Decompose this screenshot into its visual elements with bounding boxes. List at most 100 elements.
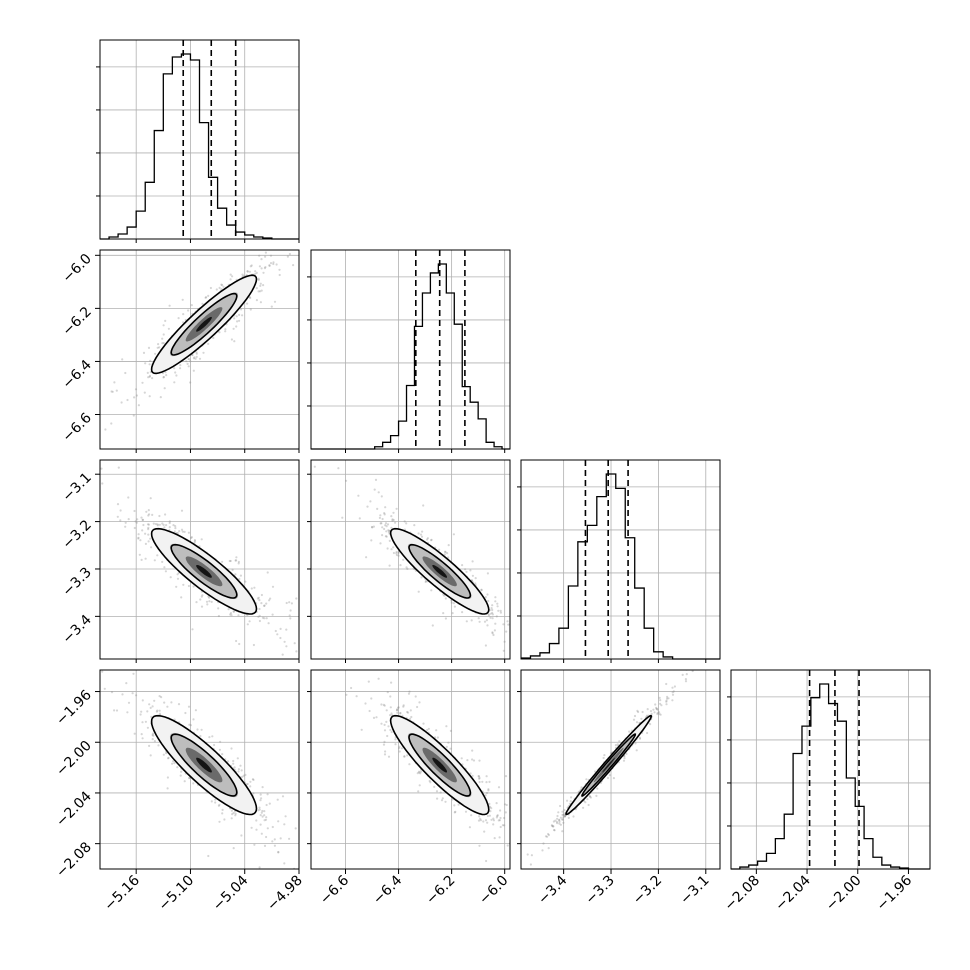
scatter-point (268, 802, 271, 805)
scatter-point (418, 771, 421, 774)
scatter-point (278, 268, 281, 271)
scatter-point (161, 560, 164, 564)
scatter-point (153, 699, 156, 702)
scatter-point (260, 267, 263, 270)
scatter-point (185, 360, 188, 363)
scatter-point (150, 715, 153, 719)
scatter-point (426, 537, 429, 540)
scatter-point (260, 832, 263, 835)
scatter-point (283, 823, 286, 826)
scatter-point (164, 513, 167, 516)
scatter-point (180, 596, 183, 599)
scatter-point (202, 351, 205, 354)
scatter-point (417, 770, 421, 773)
panel-frame (99, 39, 300, 240)
scatter-point (485, 791, 489, 795)
scatter-point (281, 653, 284, 656)
scatter-point (147, 346, 151, 349)
scatter-point (119, 519, 122, 522)
scatter-point (369, 500, 372, 503)
scatter-point (172, 760, 175, 763)
scatter-point (148, 363, 151, 366)
scatter-point (273, 844, 276, 847)
scatter-point (374, 478, 378, 481)
scatter-point (357, 664, 359, 666)
scatter-point (173, 367, 176, 370)
scatter-point (218, 286, 221, 289)
scatter-point (388, 564, 391, 567)
scatter-point (235, 325, 238, 328)
scatter-point (103, 687, 106, 690)
scatter-point (433, 785, 436, 789)
scatter-point (163, 526, 166, 529)
scatter-point (207, 294, 210, 297)
scatter-point (174, 527, 177, 530)
scatter-point (263, 604, 266, 608)
scatter-point (107, 660, 109, 662)
scatter-point (447, 741, 450, 744)
scatter-point (157, 343, 160, 346)
scatter-point (381, 526, 384, 529)
density-core (196, 565, 212, 578)
scatter-point (116, 515, 119, 518)
scatter-point (268, 264, 271, 267)
scatter-point (283, 640, 286, 643)
scatter-point (241, 775, 244, 778)
scatter-point (180, 509, 184, 512)
scatter-point (491, 613, 494, 616)
scatter-point (478, 620, 481, 623)
scatter-point (148, 513, 151, 516)
scatter-point (381, 534, 384, 537)
panel-frame (520, 459, 721, 660)
scatter-points (101, 660, 297, 869)
scatter-point (582, 806, 585, 809)
scatter-point (163, 701, 166, 704)
scatter-point (494, 600, 497, 603)
scatter-point (206, 603, 209, 606)
scatter-point (478, 776, 481, 780)
scatter-point (267, 622, 270, 625)
scatter-point (167, 757, 170, 760)
scatter-point (211, 735, 214, 738)
scatter-point (288, 601, 291, 604)
scatter-point (261, 616, 264, 619)
scatter-point (386, 547, 389, 550)
scatter-panel-3-0 (99, 660, 300, 870)
scatter-point (233, 340, 236, 343)
scatter-point (403, 520, 406, 523)
scatter-point (132, 414, 135, 417)
scatter-point (174, 525, 177, 528)
scatter-point (285, 628, 288, 631)
scatter-point (486, 593, 489, 596)
scatter-point (383, 723, 386, 727)
scatter-point (395, 550, 398, 554)
scatter-point (137, 533, 140, 536)
scatter-point (491, 631, 494, 634)
scatter-point (345, 693, 348, 696)
scatter-panel-1-0 (99, 249, 300, 450)
scatter-point (293, 668, 295, 670)
scatter-point (115, 709, 119, 712)
scatter-point (489, 805, 492, 809)
scatter-point (248, 620, 251, 623)
scatter-point (264, 255, 267, 258)
scatter-point (200, 595, 203, 598)
scatter-point (238, 313, 241, 316)
scatter-point (257, 615, 260, 618)
hist-panel-0 (96, 39, 300, 240)
scatter-point (398, 747, 401, 750)
scatter-point (113, 381, 116, 384)
scatter-point (166, 705, 169, 708)
scatter-point (248, 270, 252, 273)
scatter-point (488, 814, 491, 817)
panel-frame (99, 249, 300, 450)
scatter-point (380, 495, 383, 498)
scatter-point (165, 374, 168, 377)
scatter-point (127, 701, 131, 704)
scatter-point (265, 816, 268, 819)
scatter-point (152, 522, 155, 525)
scatter-point (265, 835, 268, 839)
scatter-point (638, 736, 642, 739)
scatter-point (151, 705, 154, 708)
scatter-point (214, 798, 217, 801)
